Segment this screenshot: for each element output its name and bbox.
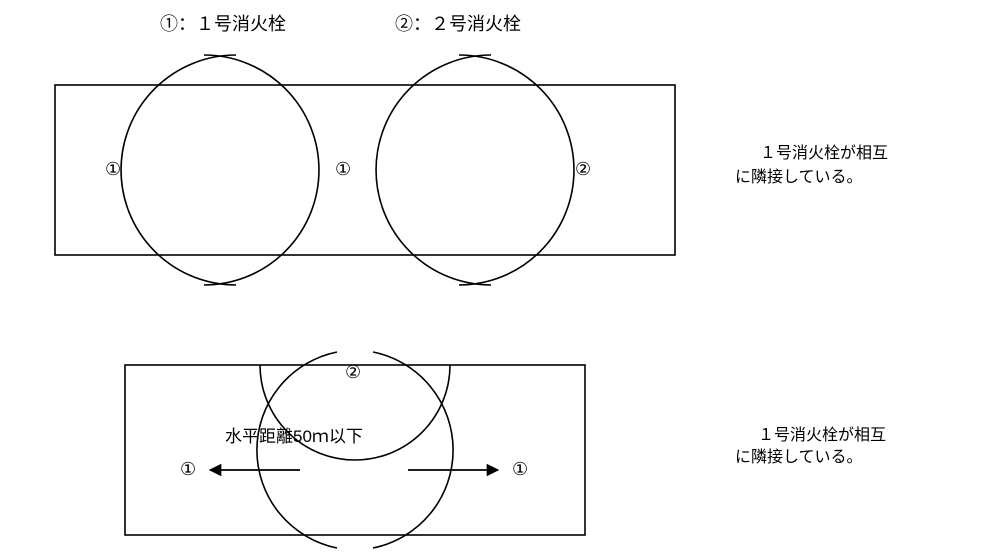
legend-item-2: ②：２号消火栓 xyxy=(395,14,521,34)
lower-caption-line2: に隣接している。 xyxy=(735,448,863,466)
lower-building-rect xyxy=(125,365,585,535)
lower-mark-1-left: ① xyxy=(180,459,196,479)
upper-mark-2: ② xyxy=(575,159,591,179)
upper-mark-1a: ① xyxy=(105,159,121,179)
lower-arc-right xyxy=(373,352,453,548)
lower-arc-left xyxy=(257,352,337,548)
lower-caption-line1: １号消火栓が相互 xyxy=(758,426,886,444)
upper-arc-1-right xyxy=(204,55,319,285)
upper-caption-line1: １号消火栓が相互 xyxy=(760,144,888,162)
diagram-canvas: ①：１号消火栓 ②：２号消火栓 ① ① ② １号消火栓が相互 に隣接している。 … xyxy=(0,0,990,557)
distance-label: 水平距離50ｍ以下 xyxy=(225,427,363,446)
legend-item-1: ①：１号消火栓 xyxy=(160,14,286,34)
lower-mark-1-right: ① xyxy=(512,459,528,479)
upper-mark-1b: ① xyxy=(335,159,351,179)
upper-caption-line2: に隣接している。 xyxy=(735,168,863,186)
upper-arc-2-right xyxy=(459,55,574,285)
upper-arc-2-left xyxy=(376,55,491,285)
upper-arc-1-left xyxy=(121,55,236,285)
lower-mark-2: ② xyxy=(345,362,361,382)
